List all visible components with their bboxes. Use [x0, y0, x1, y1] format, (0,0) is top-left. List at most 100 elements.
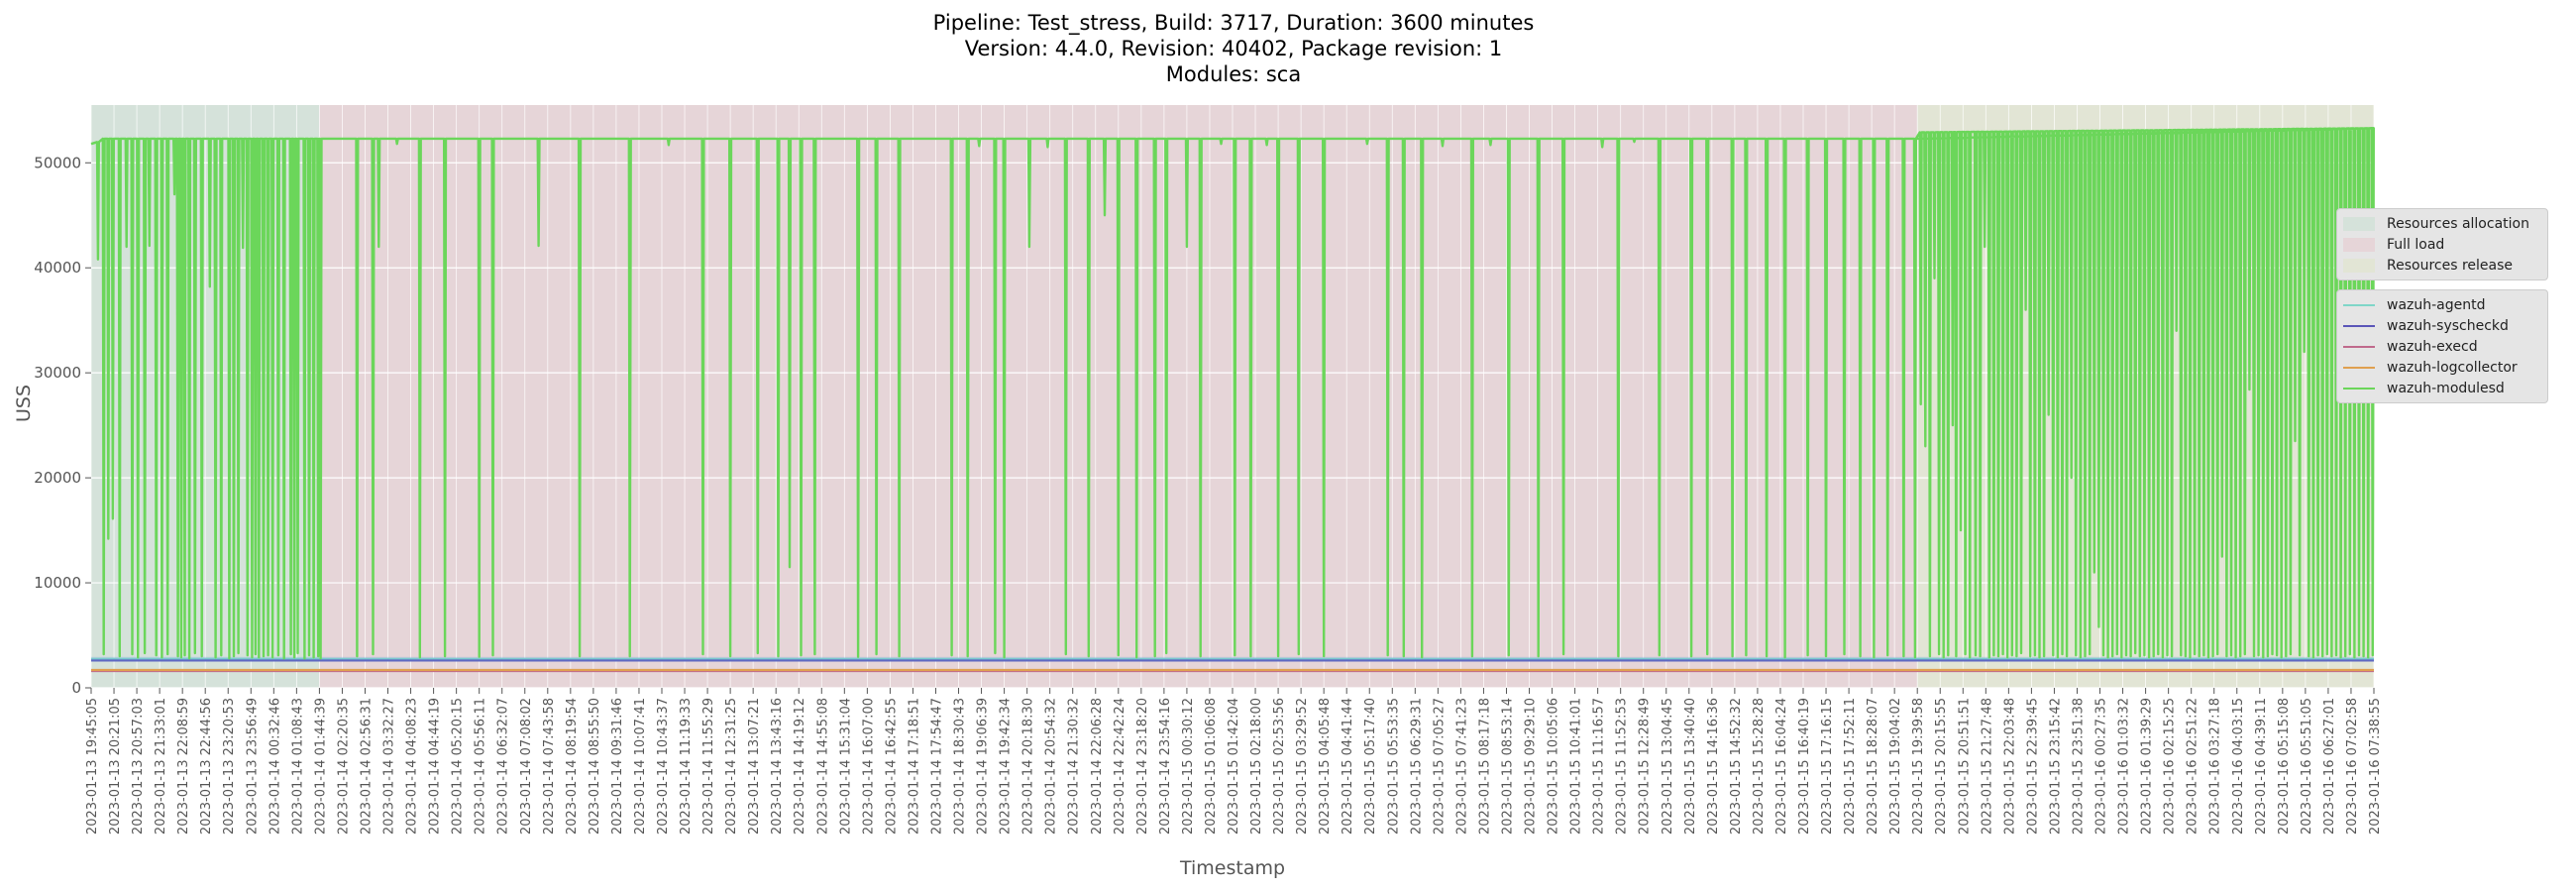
x-tick-label: 2023-01-15 11:52:53: [1615, 698, 1630, 835]
series-line-wazuh-modulesd: [90, 127, 2375, 660]
x-tick-label: 2023-01-14 18:30:43: [953, 698, 968, 835]
x-tick-label: 2023-01-16 04:03:15: [2231, 698, 2246, 835]
y-tick-label: 0: [71, 679, 81, 697]
x-tick-label: 2023-01-15 14:16:36: [1706, 698, 1721, 835]
series-legend-entry: wazuh-execd: [2343, 336, 2541, 357]
x-tick-label: 2023-01-14 14:55:08: [815, 698, 830, 835]
y-tick-label: 10000: [34, 574, 81, 592]
x-axis-label: Timestamp: [1179, 857, 1285, 879]
series-legend-entry: wazuh-agentd: [2343, 294, 2541, 315]
x-tick-label: 2023-01-15 13:40:40: [1683, 698, 1698, 835]
phase-legend-entry: Resources release: [2343, 255, 2541, 276]
x-tick-label: 2023-01-15 20:51:51: [1957, 698, 1972, 835]
x-tick-label: 2023-01-14 22:06:28: [1090, 698, 1105, 835]
title-line-1: Pipeline: Test_stress, Build: 3717, Dura…: [932, 11, 1535, 35]
x-tick-label: 2023-01-15 15:28:28: [1752, 698, 1767, 835]
x-tick-label: 2023-01-15 02:18:00: [1249, 698, 1264, 835]
x-tick-label: 2023-01-15 09:29:10: [1524, 698, 1539, 835]
x-tick-label: 2023-01-15 12:28:49: [1638, 698, 1653, 835]
x-tick-label: 2023-01-15 23:15:42: [2048, 698, 2063, 835]
x-tick-label: 2023-01-16 04:39:11: [2254, 698, 2269, 835]
baseline-noise-band: [91, 656, 2374, 662]
x-tick-label: 2023-01-14 05:20:15: [451, 698, 466, 835]
x-tick-label: 2023-01-15 19:04:02: [1888, 698, 1903, 835]
series-swatch: [2343, 324, 2375, 327]
x-tick-label: 2023-01-15 18:28:07: [1866, 698, 1880, 835]
x-tick-label: 2023-01-14 19:42:34: [999, 698, 1014, 835]
x-tick-label: 2023-01-14 20:54:32: [1044, 698, 1059, 835]
x-tick-label: 2023-01-15 06:29:31: [1409, 698, 1424, 835]
series-swatch: [2343, 345, 2375, 348]
series-legend: wazuh-agentd wazuh-syscheckd wazuh-execd wa…: [2336, 289, 2548, 403]
x-tick-label: 2023-01-16 03:27:18: [2208, 698, 2223, 835]
x-tick-label: 2023-01-14 01:08:43: [290, 698, 305, 835]
y-tick-label: 30000: [34, 364, 81, 382]
x-tick-label: 2023-01-14 00:32:46: [268, 698, 282, 835]
x-tick-label: 2023-01-14 17:18:51: [907, 698, 921, 835]
x-tick-label: 2023-01-15 22:03:48: [2002, 698, 2017, 835]
x-tick-label: 2023-01-16 07:02:58: [2345, 698, 2360, 835]
x-axis: 2023-01-13 19:45:05 2023-01-13 20:21:05 20…: [85, 688, 2383, 835]
x-tick-label: 2023-01-15 22:39:45: [2025, 698, 2040, 835]
x-tick-label: 2023-01-16 07:38:55: [2368, 698, 2383, 835]
series-legend-entry: wazuh-logcollector: [2343, 357, 2541, 378]
x-tick-label: 2023-01-15 23:51:38: [2072, 698, 2087, 835]
x-tick-label: 2023-01-15 17:52:11: [1843, 698, 1858, 835]
phase-legend-label: Resources release: [2387, 257, 2513, 274]
x-tick-label: 2023-01-16 06:27:01: [2322, 698, 2337, 835]
x-tick-label: 2023-01-16 02:51:22: [2186, 698, 2200, 835]
x-tick-label: 2023-01-14 02:20:35: [336, 698, 351, 835]
x-tick-label: 2023-01-15 14:52:32: [1729, 698, 1744, 835]
x-tick-label: 2023-01-14 16:07:00: [861, 698, 876, 835]
x-tick-label: 2023-01-14 08:55:50: [588, 698, 602, 835]
x-tick-label: 2023-01-14 11:19:33: [679, 698, 694, 835]
x-tick-label: 2023-01-15 19:39:58: [1911, 698, 1926, 835]
y-tick-label: 20000: [34, 469, 81, 487]
series-legend-label: wazuh-execd: [2387, 338, 2478, 355]
phase-legend: Resources allocation Full load Resources r…: [2336, 208, 2548, 280]
x-tick-label: 2023-01-15 07:41:23: [1454, 698, 1469, 835]
x-tick-label: 2023-01-15 21:27:48: [1980, 698, 1994, 835]
series-legend-label: wazuh-syscheckd: [2387, 317, 2509, 334]
x-tick-label: 2023-01-15 02:53:56: [1272, 698, 1287, 835]
x-tick-label: 2023-01-13 21:33:01: [154, 698, 168, 835]
x-tick-label: 2023-01-14 23:54:16: [1158, 698, 1173, 835]
x-tick-label: 2023-01-15 08:17:18: [1477, 698, 1492, 835]
x-tick-label: 2023-01-14 02:56:31: [360, 698, 375, 835]
title-line-2: Version: 4.4.0, Revision: 40402, Package…: [964, 37, 1503, 60]
x-tick-label: 2023-01-16 01:03:32: [2117, 698, 2132, 835]
x-tick-label: 2023-01-14 15:31:04: [838, 698, 853, 835]
x-tick-label: 2023-01-15 08:53:14: [1501, 698, 1516, 835]
x-tick-label: 2023-01-16 00:27:35: [2094, 698, 2109, 835]
phase-swatch: [2343, 237, 2375, 252]
x-tick-label: 2023-01-15 20:15:55: [1934, 698, 1949, 835]
x-tick-label: 2023-01-14 10:07:41: [633, 698, 648, 835]
x-tick-label: 2023-01-14 05:56:11: [474, 698, 488, 835]
x-tick-label: 2023-01-15 13:04:45: [1661, 698, 1675, 835]
x-tick-label: 2023-01-15 01:42:04: [1227, 698, 1241, 835]
x-tick-label: 2023-01-13 20:21:05: [108, 698, 123, 835]
x-tick-label: 2023-01-14 13:07:21: [747, 698, 762, 835]
x-tick-label: 2023-01-14 20:18:30: [1021, 698, 1036, 835]
x-tick-label: 2023-01-14 21:30:32: [1067, 698, 1082, 835]
phase-legend-label: Resources allocation: [2387, 215, 2529, 232]
x-tick-label: 2023-01-15 10:41:01: [1569, 698, 1584, 835]
series-lines: [90, 127, 2375, 673]
x-tick-label: 2023-01-15 16:04:24: [1774, 698, 1789, 835]
chart-title: Pipeline: Test_stress, Build: 3717, Dura…: [0, 10, 2467, 87]
series-legend-label: wazuh-logcollector: [2387, 359, 2518, 376]
title-line-3: Modules: sca: [1165, 62, 1302, 86]
x-tick-label: 2023-01-13 20:57:03: [131, 698, 146, 835]
x-tick-label: 2023-01-14 23:18:20: [1135, 698, 1150, 835]
x-tick-label: 2023-01-14 19:06:39: [976, 698, 991, 835]
x-tick-label: 2023-01-15 00:30:12: [1181, 698, 1196, 835]
x-tick-label: 2023-01-14 07:08:02: [519, 698, 534, 835]
x-tick-label: 2023-01-15 04:05:48: [1318, 698, 1333, 835]
x-tick-label: 2023-01-15 17:16:15: [1820, 698, 1835, 835]
x-tick-label: 2023-01-14 06:32:07: [496, 698, 511, 835]
phase-legend-entry: Resources allocation: [2343, 213, 2541, 234]
x-tick-label: 2023-01-13 22:08:59: [176, 698, 191, 835]
x-tick-label: 2023-01-13 19:45:05: [85, 698, 100, 835]
y-tick-label: 50000: [34, 154, 81, 171]
